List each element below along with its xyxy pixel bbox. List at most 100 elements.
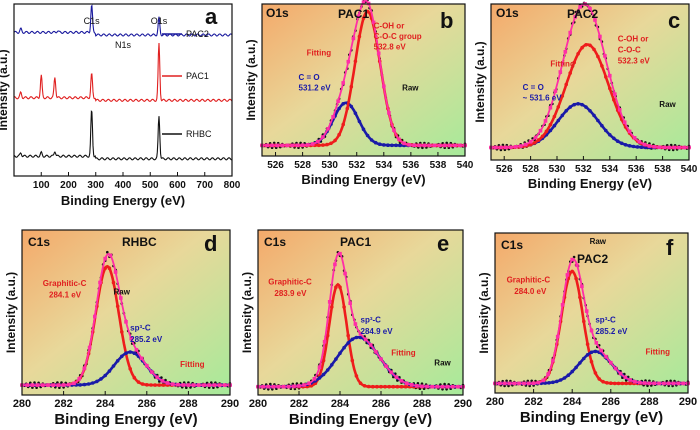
- raw-data-point: [507, 384, 510, 388]
- raw-data-point: [187, 381, 190, 384]
- component-marker: [593, 371, 598, 375]
- fitting-marker: [191, 383, 196, 387]
- fitting-marker: [327, 300, 332, 304]
- fitting-marker: [265, 143, 269, 148]
- x-tick-label: 284: [563, 396, 582, 408]
- fitting-marker: [517, 381, 521, 386]
- x-tick-label: 400: [115, 180, 132, 191]
- component-marker: [349, 104, 354, 109]
- raw-data-point: [182, 381, 186, 384]
- panel-background: [258, 230, 463, 395]
- fitting-marker: [46, 383, 50, 387]
- fitting-marker: [546, 372, 550, 377]
- x-tick-label: 200: [60, 180, 77, 191]
- x-tick-label: 286: [602, 396, 620, 408]
- component-marker: [377, 142, 382, 146]
- component-marker: [588, 43, 592, 48]
- raw-data-point: [505, 379, 508, 383]
- fitting-marker: [632, 136, 637, 140]
- component-marker: [574, 365, 578, 370]
- component-marker: [317, 143, 321, 148]
- component-marker: [321, 372, 326, 377]
- component-marker: [604, 128, 608, 133]
- x-axis-title: Binding Energy (eV): [520, 409, 663, 426]
- component-marker: [580, 102, 584, 107]
- component-marker: [593, 349, 598, 354]
- annotation-label: 285.2 eV: [595, 327, 628, 336]
- component-marker: [628, 381, 632, 386]
- fitting-marker: [270, 143, 274, 148]
- component-marker: [342, 345, 346, 350]
- raw-data-point: [443, 382, 446, 386]
- fitting-marker: [379, 357, 383, 361]
- fitting-marker: [499, 145, 503, 150]
- fitting-marker: [599, 348, 603, 353]
- component-marker: [572, 60, 576, 65]
- raw-data-point: [671, 384, 674, 388]
- component-marker: [365, 133, 370, 138]
- fitting-marker: [108, 253, 113, 258]
- fitting-marker: [322, 339, 327, 344]
- component-marker: [394, 143, 398, 148]
- raw-data-point: [267, 388, 270, 391]
- panel-c: 526 528 530 532 534 536 538 540 Binding Energy (…: [473, 1, 698, 191]
- annotation-label: 284.1 eV: [49, 291, 82, 300]
- component-marker: [639, 145, 644, 149]
- panel-letter: c: [668, 8, 680, 33]
- raw-data-point: [31, 386, 34, 389]
- component-marker: [157, 383, 162, 387]
- x-tick-label: 540: [457, 160, 474, 171]
- component-marker: [145, 383, 149, 387]
- component-marker: [341, 122, 346, 127]
- component-marker: [582, 319, 586, 324]
- fitting-marker: [417, 143, 422, 148]
- component-marker: [358, 335, 363, 340]
- fitting-marker: [316, 139, 320, 144]
- fitting-marker: [437, 143, 442, 148]
- component-marker: [90, 381, 95, 385]
- fitting-marker: [356, 14, 361, 19]
- x-tick-label: 536: [628, 164, 645, 175]
- fitting-marker: [580, 284, 584, 289]
- fitting-marker: [628, 378, 632, 382]
- fitting-marker: [72, 381, 76, 386]
- panel-background: [22, 230, 230, 395]
- fitting-marker: [82, 366, 87, 371]
- component-marker: [99, 377, 103, 381]
- x-tick-label: 282: [524, 396, 542, 408]
- component-marker: [317, 376, 322, 380]
- component-marker: [330, 305, 334, 309]
- component-marker: [540, 134, 545, 139]
- fitting-marker: [666, 381, 671, 386]
- sample-label: RHBC: [122, 235, 157, 249]
- fitting-marker: [565, 273, 570, 277]
- fitting-marker: [652, 145, 657, 149]
- component-marker: [361, 16, 366, 21]
- series-line-pac2: [13, 4, 233, 37]
- fitting-marker: [563, 50, 568, 54]
- component-marker: [536, 138, 541, 142]
- fitting-marker: [217, 383, 222, 387]
- fitting-marker: [98, 280, 102, 285]
- raw-data-point: [501, 143, 505, 147]
- annotation-label: Fitting: [646, 348, 671, 357]
- fitting-marker: [502, 381, 507, 386]
- legend-entry: RHBC: [186, 129, 212, 139]
- peak-label: O1s: [151, 16, 168, 26]
- raw-data-point: [441, 388, 444, 391]
- component-marker: [558, 378, 563, 382]
- fitting-marker: [387, 111, 391, 115]
- fitting-marker: [326, 127, 330, 131]
- panel-letter: a: [205, 4, 218, 29]
- component-marker: [552, 123, 557, 128]
- component-marker: [341, 102, 346, 106]
- annotation-label: C-OH or: [374, 21, 405, 30]
- fitting-marker: [647, 381, 652, 386]
- fitting-marker: [134, 348, 139, 352]
- x-tick-label: 286: [372, 398, 390, 410]
- component-marker: [612, 136, 616, 141]
- fitting-marker: [321, 135, 325, 139]
- fitting-marker: [371, 20, 376, 25]
- component-marker: [325, 333, 330, 338]
